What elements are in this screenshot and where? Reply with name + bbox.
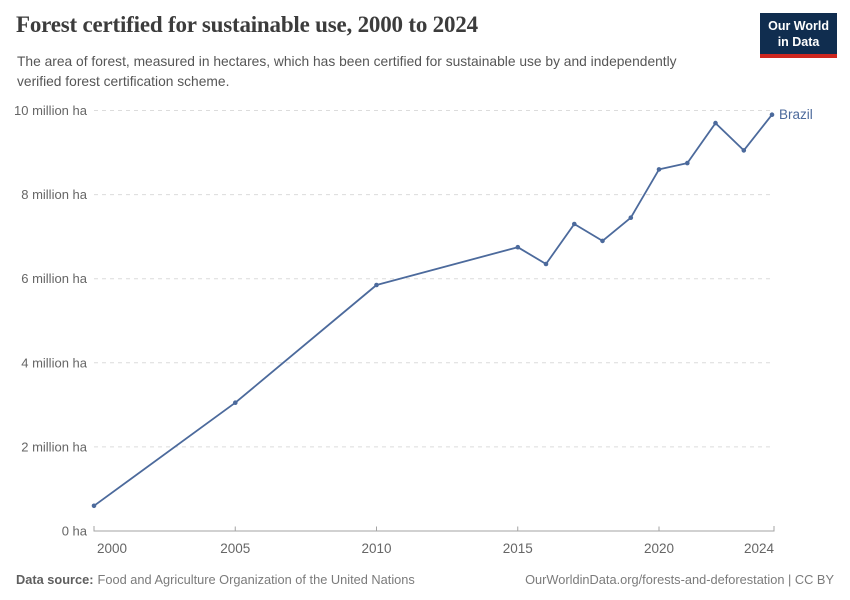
data-point[interactable] [543,261,549,267]
chart-subtitle: The area of forest, measured in hectares… [17,52,677,91]
chart-subtitle-line1: The area of forest, measured in hectares… [17,54,677,69]
data-source-label: Data source: [16,572,94,587]
page-title: Forest certified for sustainable use, 20… [16,12,478,37]
y-axis-tick-label: 2 million ha [21,439,88,454]
x-axis-tick-label: 2000 [97,541,127,556]
data-point[interactable] [515,244,521,250]
owid-logo: Our World in Data [760,13,837,59]
data-point[interactable] [713,120,718,126]
series-label-brazil[interactable]: Brazil [779,107,813,122]
owid-logo-line1: Our World [768,19,829,33]
data-point[interactable] [656,167,662,172]
data-point[interactable] [572,221,577,227]
data-point[interactable] [233,400,238,406]
x-axis-tick-label: 2024 [744,541,775,556]
x-axis-tick-label: 2005 [220,541,250,556]
owid-logo-line2: in Data [777,34,820,49]
data-point[interactable] [628,215,634,220]
y-axis-tick-label: 4 million ha [21,355,88,370]
data-point[interactable] [769,112,775,117]
chart-subtitle-line2: verified forest certification scheme. [17,73,230,89]
chart-footer: Data source: Food and Agriculture Organiz… [16,572,834,587]
x-axis-line [93,526,775,532]
data-source-text: Food and Agriculture Organization of the… [97,572,415,587]
data-point[interactable] [741,148,747,153]
x-axis-tick-label: 2010 [361,541,391,556]
y-axis-tick-label: 8 million ha [21,187,88,202]
data-point[interactable] [374,282,379,288]
x-axis-tick-label: 2020 [644,541,674,556]
y-axis-tick-label: 10 million ha [14,103,88,118]
y-axis-tick-label: 0 ha [62,524,88,539]
line-chart-svg: 0 ha 2 million ha 4 million ha 6 million ha… [14,103,813,556]
y-axis-tick-label: 6 million ha [21,271,88,286]
attribution-text: OurWorldinData.org/forests-and-deforesta… [525,572,834,587]
data-source: Data source: Food and Agriculture Organiz… [16,572,415,587]
data-point[interactable] [685,160,690,166]
x-axis-tick-label: 2015 [503,541,533,556]
data-point[interactable] [600,238,605,244]
data-point[interactable] [91,503,97,509]
